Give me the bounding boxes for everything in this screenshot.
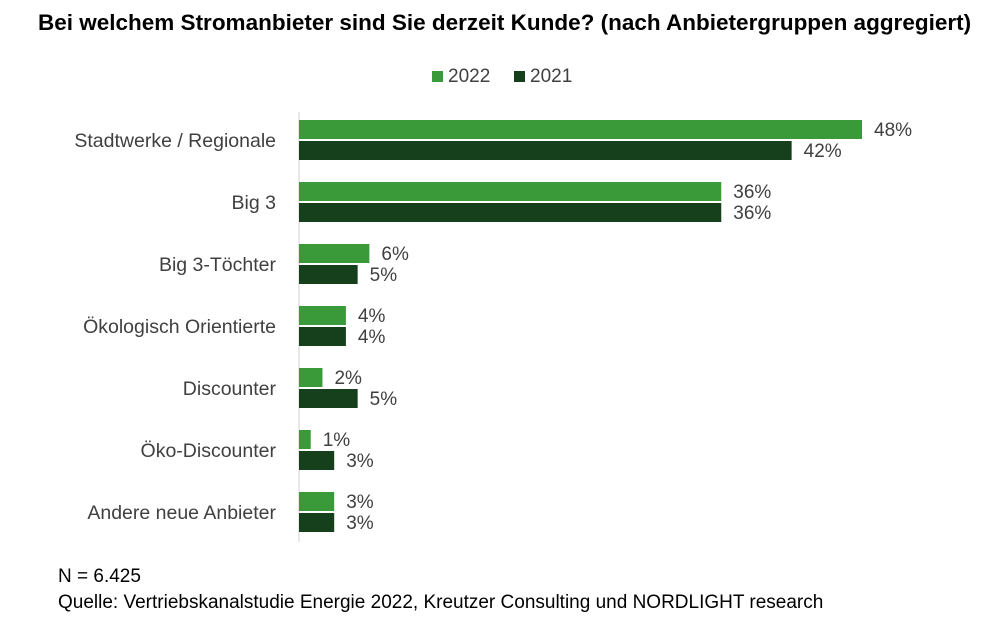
bar-2022: [299, 244, 370, 263]
legend-label-2021: 2021: [530, 66, 572, 87]
data-label-2022: 6%: [381, 244, 409, 265]
data-label-2021: 3%: [346, 513, 374, 534]
sample-size-note: N = 6.425: [58, 566, 141, 587]
legend-label-2022: 2022: [448, 66, 490, 87]
data-label-2021: 36%: [733, 203, 771, 224]
category-label: Stadtwerke / Regionale: [74, 130, 276, 152]
bar-2022: [299, 120, 862, 139]
category-label: Big 3-Töchter: [159, 254, 277, 276]
bar-2021: [299, 265, 358, 284]
bar-2021: [299, 141, 792, 160]
category-label: Discounter: [183, 378, 277, 400]
bar-2022: [299, 492, 335, 511]
bar-2021: [299, 327, 346, 346]
category-label: Öko-Discounter: [141, 440, 277, 462]
data-label-2022: 1%: [323, 430, 351, 451]
category-label: Andere neue Anbieter: [87, 502, 276, 524]
category-label: Big 3: [232, 192, 276, 214]
bar-2022: [299, 368, 323, 387]
bar-2022: [299, 430, 311, 449]
bar-2022: [299, 306, 346, 325]
chart-title: Bei welchem Stromanbieter sind Sie derze…: [38, 10, 972, 35]
bar-2021: [299, 203, 722, 222]
category-label: Ökologisch Orientierte: [83, 316, 276, 338]
data-label-2022: 36%: [733, 182, 771, 203]
legend-swatch-2021: [514, 71, 525, 82]
bar-2021: [299, 513, 335, 532]
data-label-2021: 5%: [370, 265, 398, 286]
data-label-2022: 2%: [334, 368, 362, 389]
data-label-2021: 4%: [358, 327, 386, 348]
data-label-2022: 48%: [874, 120, 912, 141]
bar-2021: [299, 451, 335, 470]
legend-swatch-2022: [432, 71, 443, 82]
source-note: Quelle: Vertriebskanalstudie Energie 202…: [58, 592, 824, 613]
data-label-2022: 3%: [346, 492, 374, 513]
bar-2022: [299, 182, 722, 201]
data-label-2021: 5%: [370, 389, 398, 410]
data-label-2021: 42%: [804, 141, 842, 162]
bar-chart: 2022 2021 Stadtwerke / Regionale 48% 42% Big …: [74, 66, 912, 542]
data-label-2021: 3%: [346, 451, 374, 472]
bar-2021: [299, 389, 358, 408]
data-label-2022: 4%: [358, 306, 386, 327]
